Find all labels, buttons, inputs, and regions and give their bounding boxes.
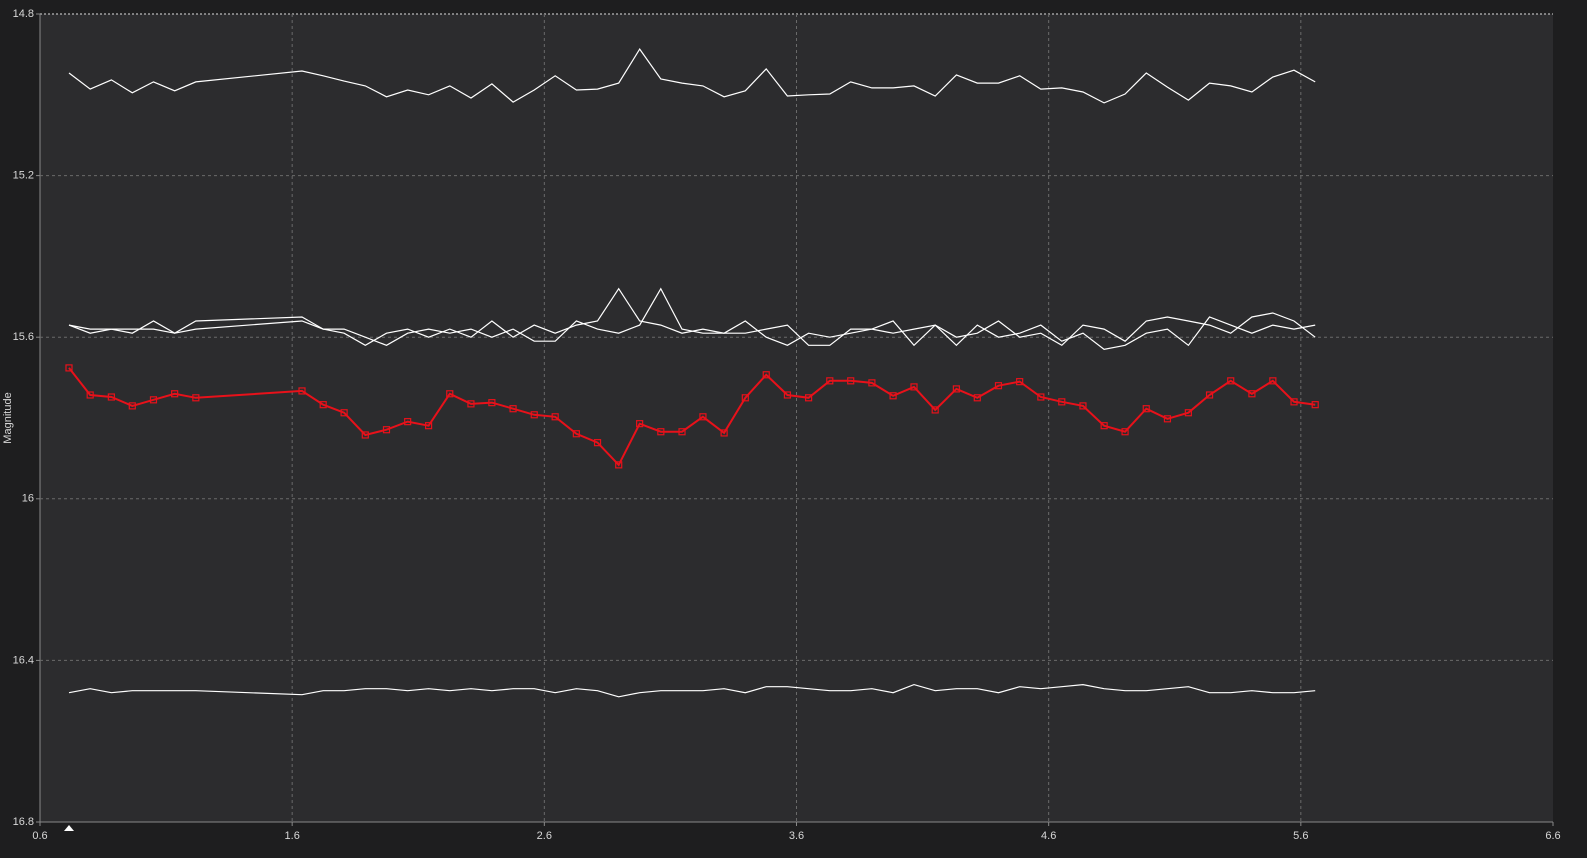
data-point <box>1269 377 1277 385</box>
data-point <box>149 396 158 404</box>
data-point <box>1163 415 1172 423</box>
data-point <box>994 382 1003 390</box>
data-point <box>1248 390 1256 398</box>
y-tick-label: 15.6 <box>13 331 34 343</box>
data-point <box>1016 378 1024 386</box>
data-point <box>805 394 813 402</box>
data-point <box>572 430 580 438</box>
data-point <box>1142 405 1150 413</box>
data-point <box>340 409 348 417</box>
data-point <box>636 420 644 428</box>
data-point <box>467 400 475 408</box>
data-point <box>1184 409 1192 417</box>
data-point <box>530 411 538 419</box>
data-point <box>868 379 876 387</box>
data-point <box>952 385 960 393</box>
data-point <box>424 422 433 430</box>
data-point <box>446 390 454 398</box>
y-tick-label: 15.2 <box>13 170 34 182</box>
data-point <box>1079 402 1087 410</box>
x-tick-label: 6.6 <box>1545 830 1560 842</box>
data-point <box>1311 401 1319 409</box>
data-point <box>1227 377 1235 385</box>
data-point <box>783 391 792 399</box>
data-point <box>1100 422 1108 430</box>
series-line <box>68 287 1316 350</box>
series-line <box>68 287 1316 347</box>
data-point <box>657 428 665 436</box>
data-point <box>593 439 602 447</box>
series-line <box>68 48 1316 104</box>
data-point <box>107 393 115 401</box>
data-point <box>1290 398 1298 406</box>
data-point <box>509 405 517 413</box>
data-point <box>973 394 981 402</box>
data-point <box>678 428 686 436</box>
y-axis-label: Magnitude <box>2 392 14 443</box>
data-point <box>889 392 897 400</box>
y-tick-label: 16 <box>22 493 34 505</box>
data-point <box>1205 391 1214 399</box>
x-tick-label: 2.6 <box>537 830 552 842</box>
x-tick-label: 1.6 <box>285 830 300 842</box>
x-tick-label: 4.6 <box>1041 830 1056 842</box>
data-point <box>720 429 728 437</box>
data-point <box>1121 428 1129 436</box>
y-tick-label: 16.8 <box>13 816 34 828</box>
data-point <box>128 402 136 410</box>
data-point <box>298 387 306 395</box>
data-point <box>319 401 327 409</box>
y-tick-label: 14.8 <box>13 8 34 20</box>
data-point <box>65 364 73 372</box>
data-point <box>192 394 200 402</box>
series-line <box>68 683 1316 698</box>
data-point <box>382 426 391 434</box>
data-point <box>741 394 749 402</box>
data-point <box>931 406 939 414</box>
data-point <box>551 413 559 421</box>
data-point <box>86 391 94 399</box>
x-tick-label: 0.6 <box>32 830 47 842</box>
data-point <box>1058 398 1066 406</box>
data-point <box>762 371 770 379</box>
data-point <box>404 418 412 426</box>
x-tick-label: 3.6 <box>789 830 804 842</box>
x-tick-label: 5.6 <box>1293 830 1308 842</box>
data-point <box>488 399 496 407</box>
data-point <box>361 431 369 439</box>
data-point <box>847 377 855 385</box>
data-point <box>1037 393 1045 401</box>
data-point <box>699 413 707 421</box>
data-point <box>171 390 179 398</box>
data-point <box>910 383 918 391</box>
y-tick-label: 16.4 <box>13 654 34 666</box>
time-marker <box>64 825 74 831</box>
data-point <box>615 461 623 469</box>
data-point <box>826 377 834 385</box>
